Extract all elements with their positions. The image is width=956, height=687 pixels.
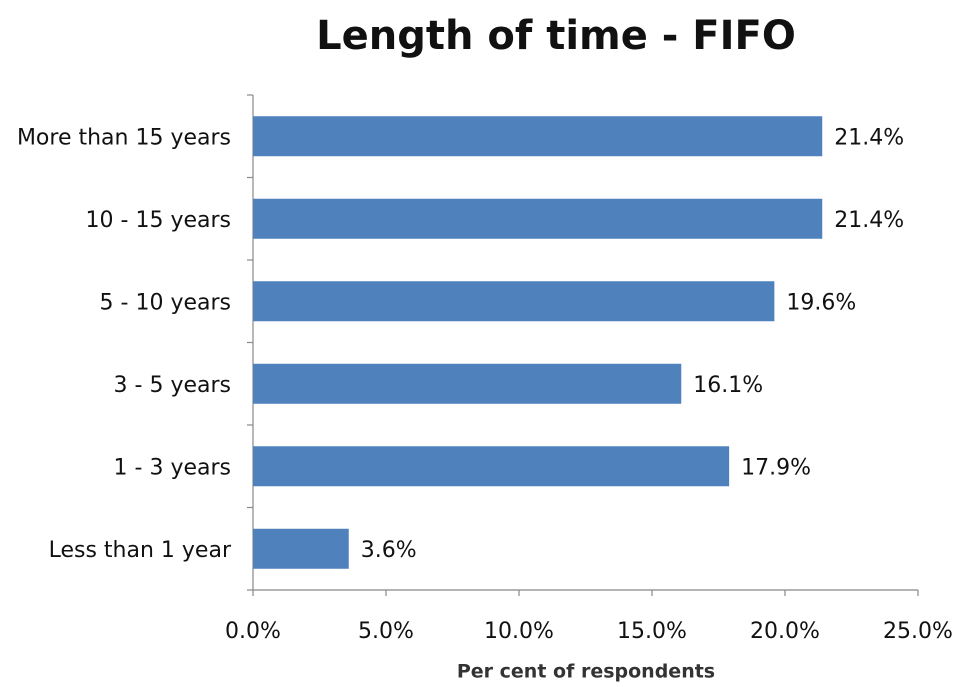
y-tick-label: 3 - 5 years bbox=[114, 373, 231, 398]
x-tick-label: 15.0% bbox=[617, 619, 687, 644]
bar bbox=[253, 446, 730, 487]
y-tick-label: 1 - 3 years bbox=[114, 455, 231, 480]
data-label: 3.6% bbox=[361, 538, 417, 563]
bar bbox=[253, 116, 823, 157]
bar bbox=[253, 198, 823, 239]
data-label: 16.1% bbox=[693, 373, 763, 398]
chart-title: Length of time - FIFO bbox=[316, 13, 796, 59]
bar bbox=[253, 281, 775, 322]
x-axis-label: Per cent of respondents bbox=[457, 661, 715, 683]
y-tick-label: Less than 1 year bbox=[49, 538, 232, 563]
bar bbox=[253, 528, 349, 569]
y-tick-label: 5 - 10 years bbox=[100, 290, 231, 315]
bar bbox=[253, 363, 682, 404]
data-label: 21.4% bbox=[834, 125, 904, 150]
data-label: 19.6% bbox=[786, 290, 856, 315]
x-tick-label: 5.0% bbox=[358, 619, 414, 644]
x-tick-label: 25.0% bbox=[883, 619, 953, 644]
x-tick-label: 10.0% bbox=[484, 619, 554, 644]
data-label: 21.4% bbox=[834, 208, 904, 233]
x-tick-label: 0.0% bbox=[225, 619, 281, 644]
data-label: 17.9% bbox=[741, 455, 811, 480]
y-tick-label: More than 15 years bbox=[17, 125, 231, 150]
x-tick-label: 20.0% bbox=[750, 619, 820, 644]
y-tick-label: 10 - 15 years bbox=[86, 208, 231, 233]
